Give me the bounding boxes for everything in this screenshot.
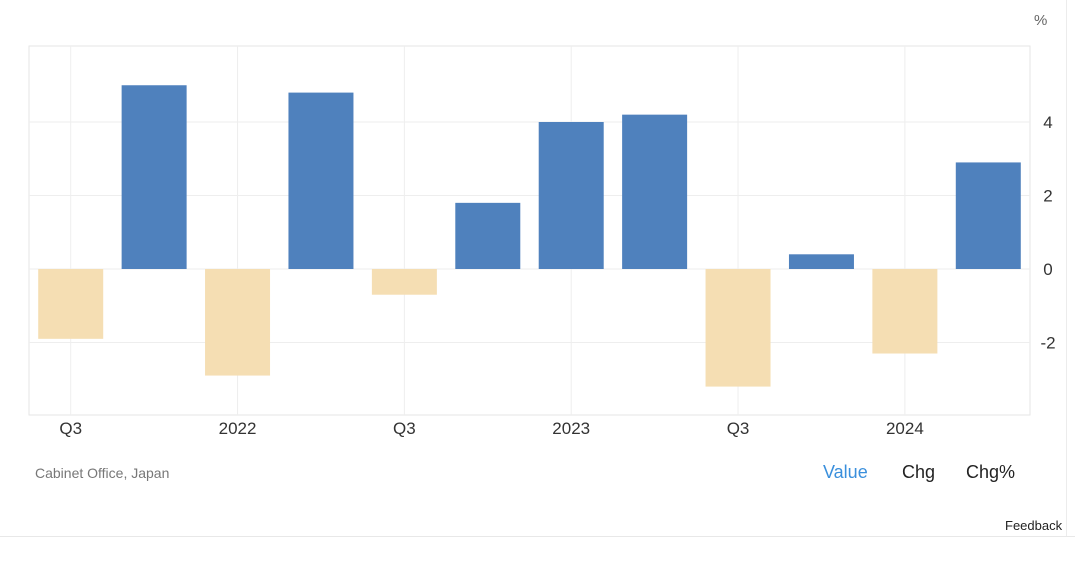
bar-2022-q2 (288, 92, 354, 269)
y-tick-label: 2 (1043, 187, 1052, 206)
x-tick-label: Q3 (59, 419, 82, 438)
plot-frame (28, 45, 1031, 416)
bar-2023-q3 (705, 269, 771, 387)
bar-2023-q2 (622, 114, 688, 270)
divider (1066, 0, 1067, 536)
tab-chg[interactable]: Chg (902, 462, 936, 482)
x-tick-label: 2023 (552, 419, 590, 438)
tab-value[interactable]: Value (823, 462, 868, 482)
unit-label: % (1034, 12, 1048, 29)
y-tick-label: -2 (1040, 334, 1055, 353)
y-tick-label: 0 (1043, 260, 1052, 279)
bar-2023-q1 (538, 122, 604, 269)
tab-chg-percent[interactable]: Chg% (966, 462, 1016, 482)
x-tick-label: Q3 (727, 419, 750, 438)
bar-2024-q1 (872, 269, 938, 354)
divider (0, 536, 1075, 537)
source-label: Cabinet Office, Japan (35, 465, 170, 481)
y-tick-label: 4 (1043, 113, 1052, 132)
bar-2022-q1 (205, 269, 271, 376)
feedback-link[interactable]: Feedback (1005, 518, 1063, 533)
bar-2022-q4 (455, 202, 521, 269)
bar-2021-q4 (121, 85, 187, 269)
bar-2024-q2 (955, 162, 1021, 269)
x-tick-label: Q3 (393, 419, 416, 438)
chart: 4 2 0 -2 Q3 2022 Q3 2023 Q3 2024 (28, 45, 1056, 438)
bar-2021-q3 (38, 269, 104, 339)
x-tick-label: 2024 (886, 419, 924, 438)
bar-2022-q3 (371, 269, 437, 295)
x-tick-label: 2022 (219, 419, 257, 438)
bar-2023-q4 (788, 254, 854, 269)
